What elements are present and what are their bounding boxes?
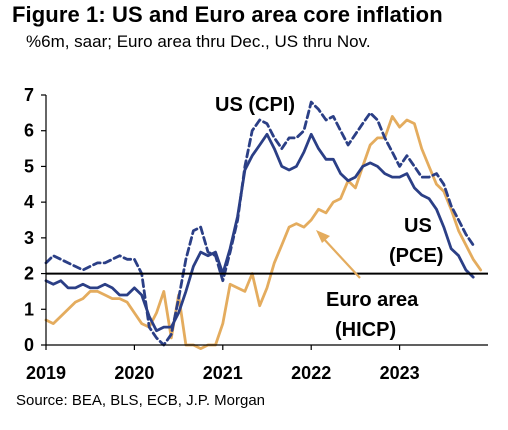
us-pce-line [44, 132, 475, 333]
x-tick-label: 2020 [114, 363, 154, 383]
x-tick-label: 2023 [380, 363, 420, 383]
y-tick-label: 6 [24, 121, 34, 141]
y-tick-label: 4 [24, 192, 34, 212]
annotation-euro-hicp-line1: Euro area [326, 289, 419, 311]
us-cpi-line [44, 100, 475, 347]
x-tick-label: 2022 [291, 363, 331, 383]
x-tick-label: 2021 [203, 363, 243, 383]
source-note: Source: BEA, BLS, ECB, J.P. Morgan [16, 392, 266, 409]
annotation-us-pce-line2: (PCE) [389, 245, 443, 267]
x-tick-label: 2019 [26, 363, 66, 383]
annotation-euro-hicp-line2: (HICP) [335, 319, 396, 341]
euro-hicp-line [44, 115, 483, 351]
annotation-us-cpi: US (CPI) [215, 94, 295, 116]
annotation-us-pce-line1: US [404, 215, 432, 237]
y-tick-label: 7 [24, 85, 34, 105]
chart-subtitle: %6m, saar; Euro area thru Dec., US thru … [26, 32, 371, 51]
y-tick-label: 0 [24, 335, 34, 355]
y-tick-label: 1 [24, 299, 34, 319]
y-tick-label: 2 [24, 264, 34, 284]
y-tick-label: 5 [24, 156, 34, 176]
chart-title: Figure 1: US and Euro area core inflatio… [12, 2, 443, 27]
y-tick-label: 3 [24, 228, 34, 248]
hicp-annotation-arrowhead [316, 230, 330, 243]
hicp-annotation-arrow [322, 237, 361, 279]
